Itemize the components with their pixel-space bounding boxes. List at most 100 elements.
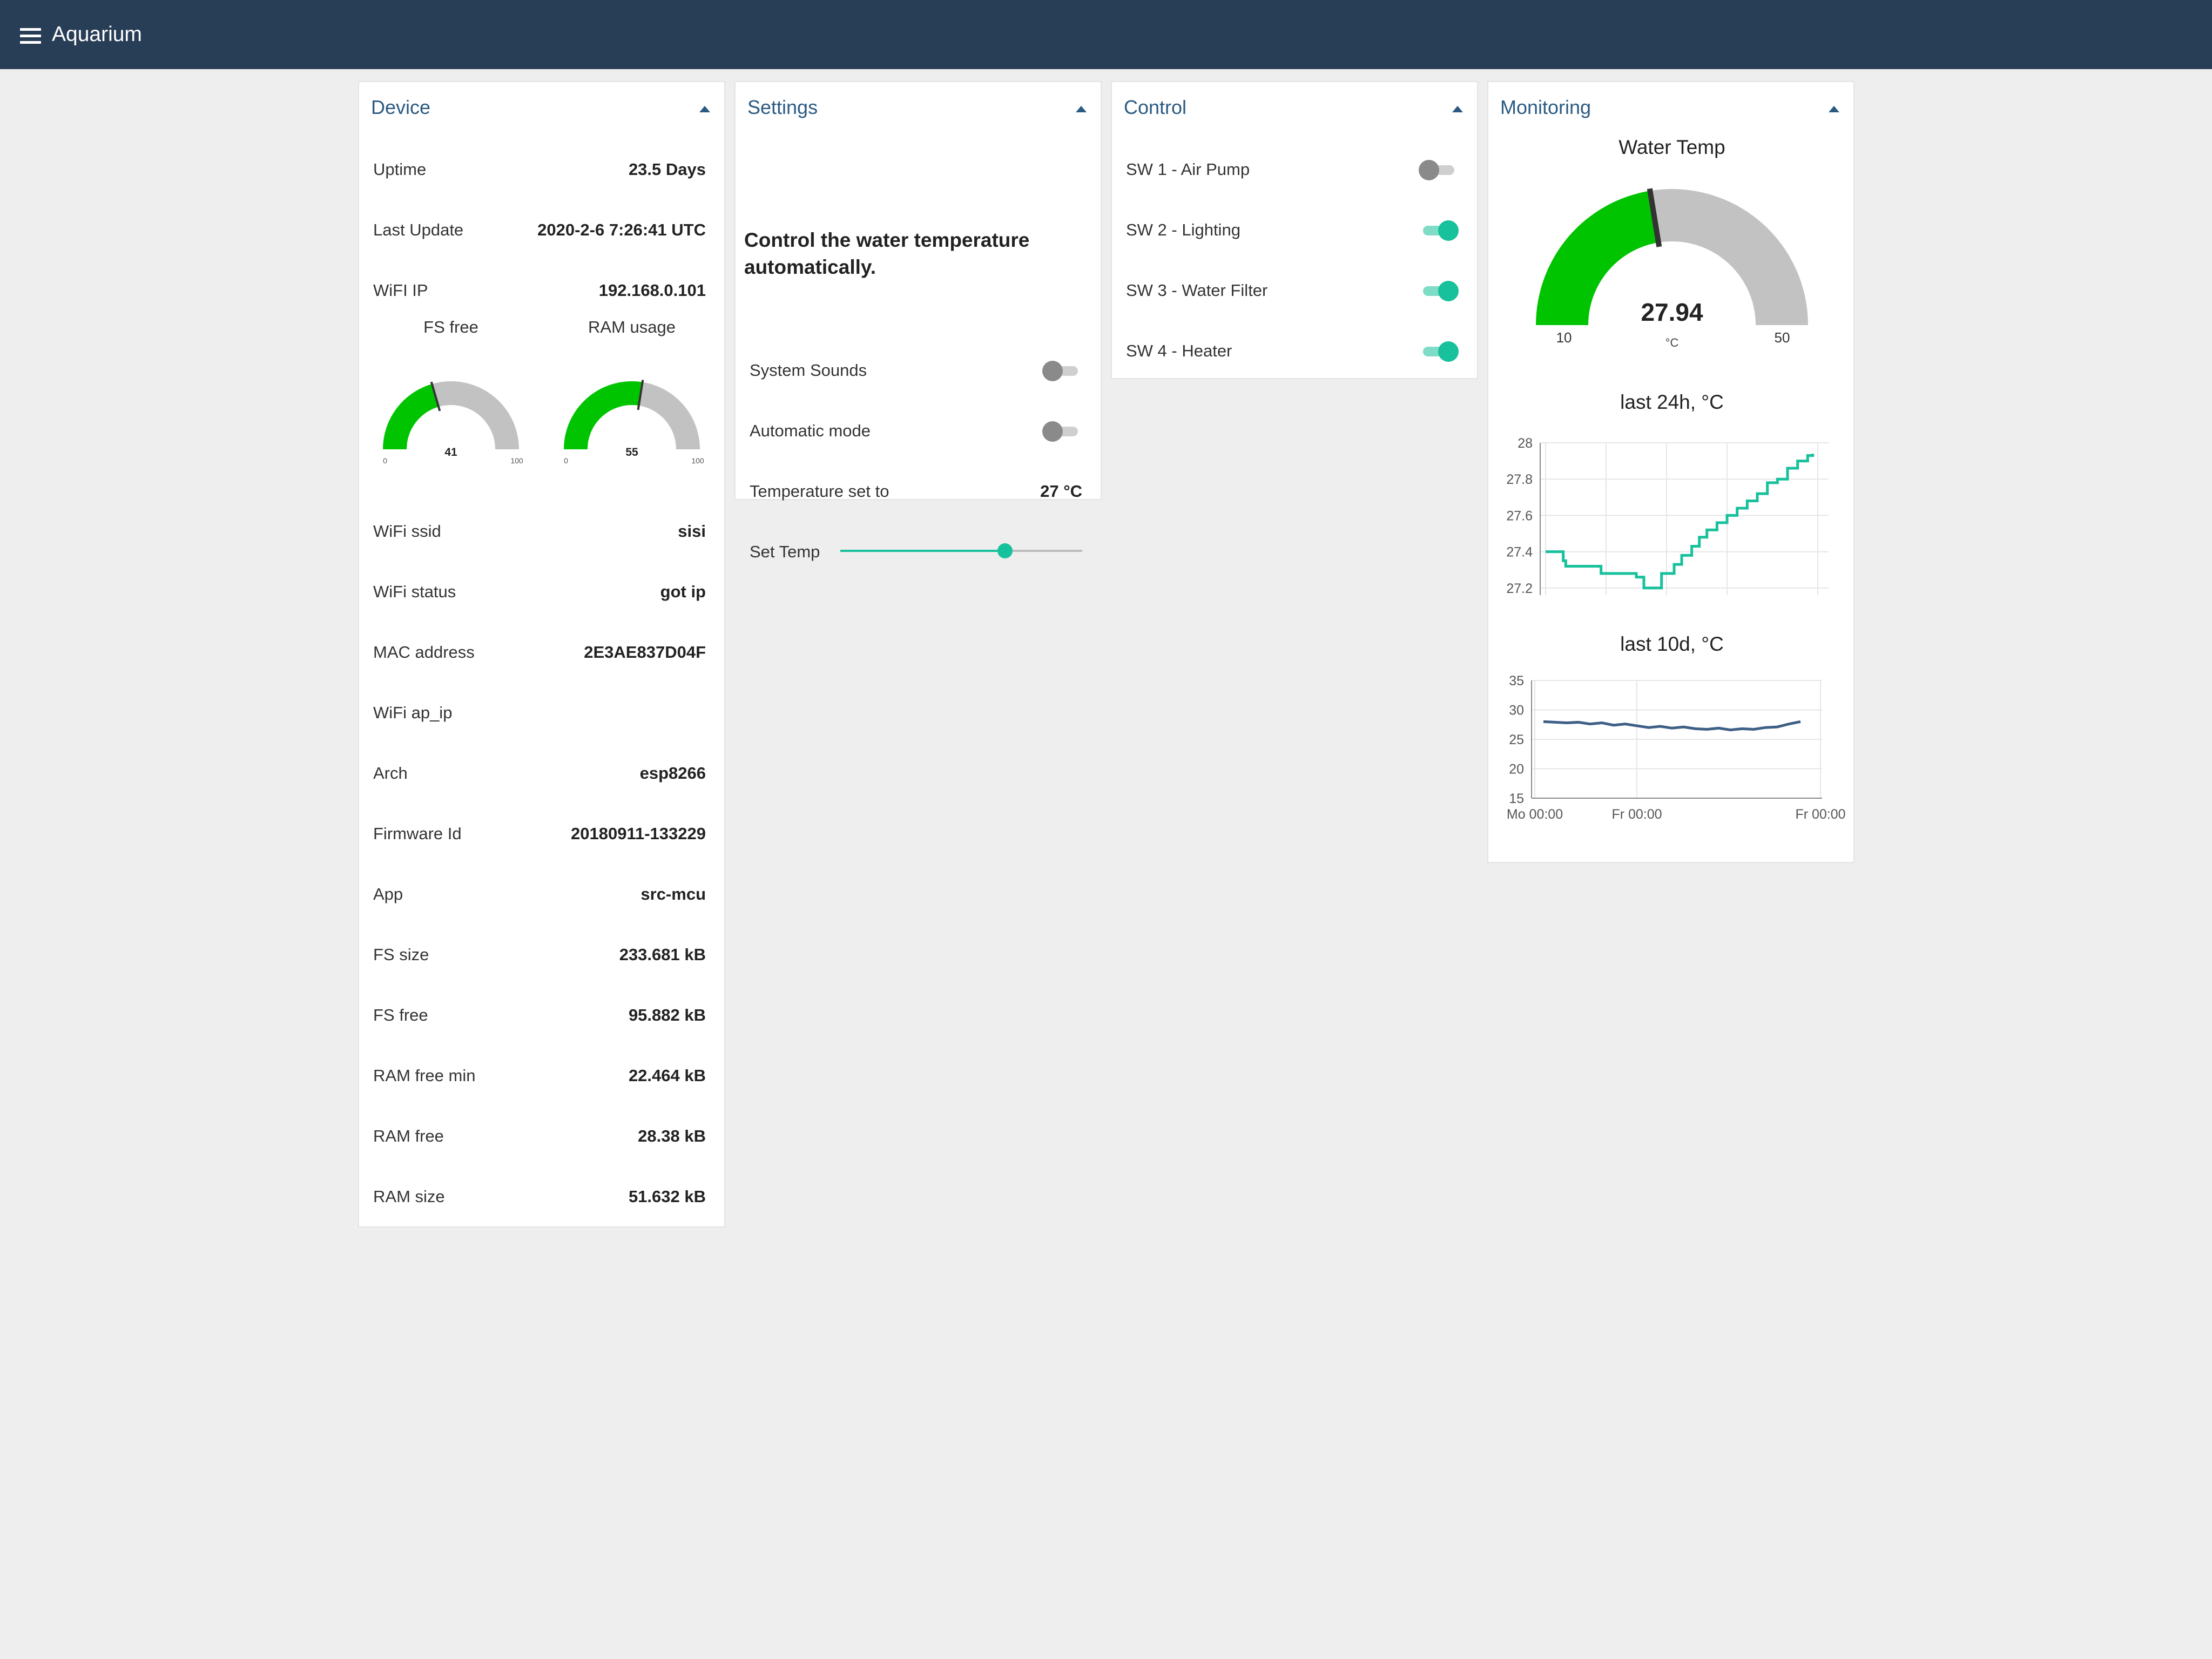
gauge-ram-usage: 55 0 100 xyxy=(564,380,704,465)
series-line-0 xyxy=(1543,720,1801,732)
gauge-arc-background xyxy=(431,381,519,449)
switch-row-4: SW 4 - Heater xyxy=(1126,334,1459,366)
slider-track-filled xyxy=(840,550,1005,552)
water-temp-max: 50 xyxy=(1775,329,1790,346)
info-label: FS size xyxy=(373,945,429,964)
y-tick-label: 27.4 xyxy=(1506,545,1533,560)
gauge-arc-background xyxy=(638,382,700,449)
settings-card-header[interactable]: Settings xyxy=(736,82,1101,131)
water-temp-value: 27.94 xyxy=(1641,298,1703,326)
switch-label: SW 2 - Lighting xyxy=(1126,220,1240,239)
gauge-label-ram-usage: RAM usage xyxy=(588,318,676,336)
automatic-mode-toggle[interactable] xyxy=(1042,420,1082,442)
chart-24h: 2727.227.427.627.82802:0006:0010:0014:00… xyxy=(1506,436,1829,595)
gauge-needle xyxy=(637,380,644,410)
gauge-value: 41 xyxy=(444,446,457,458)
settings-card: Settings Control the water temperature a… xyxy=(734,81,1102,561)
slider-handle[interactable] xyxy=(997,543,1013,558)
info-label: WiFi ap_ip xyxy=(373,703,453,722)
x-tick-label: Mo 00:00 xyxy=(1507,807,1563,822)
info-label: RAM free min xyxy=(373,1066,476,1085)
y-tick-label: 20 xyxy=(1509,762,1524,777)
info-value: 2E3AE837D04F xyxy=(584,643,706,662)
info-row-ram-free-min: RAM free min 22.464 kB xyxy=(373,1058,706,1091)
info-row-app: App src-mcu xyxy=(373,877,706,909)
gauge-arc-fill xyxy=(1536,191,1659,325)
gauge-min: 0 xyxy=(383,456,387,465)
collapse-icon[interactable] xyxy=(1452,106,1463,112)
switch-row-1: SW 1 - Air Pump xyxy=(1126,152,1459,185)
device-card-header[interactable]: Device xyxy=(359,82,724,131)
info-value: got ip xyxy=(660,582,706,601)
temperature-set-value: 27 °C xyxy=(1040,482,1082,501)
water-temp-title: Water Temp xyxy=(1618,136,1725,158)
info-row-ram-size: RAM size 51.632 kB xyxy=(373,1179,706,1212)
y-tick-label: 27.8 xyxy=(1506,472,1533,487)
info-value: 95.882 kB xyxy=(628,1006,706,1024)
info-value: src-mcu xyxy=(640,885,706,903)
y-tick-label: 27.2 xyxy=(1506,581,1533,595)
gauge-max: 100 xyxy=(510,456,523,465)
info-label: WiFi status xyxy=(373,582,456,601)
info-row-fs-free: FS free 95.882 kB xyxy=(373,998,706,1030)
info-value: esp8266 xyxy=(639,764,706,783)
info-row-fs-size: FS size 233.681 kB xyxy=(373,938,706,970)
system-sounds-toggle[interactable] xyxy=(1042,360,1082,381)
series-line-0 xyxy=(1546,454,1815,590)
system-sounds-row: System Sounds xyxy=(750,353,1082,386)
collapse-icon[interactable] xyxy=(1829,106,1839,112)
chart-10d-title: last 10d, °C xyxy=(1620,633,1724,655)
gauge-label-fs-free: FS free xyxy=(423,318,478,336)
info-row-wifi-ssid: WiFi ssid sisi xyxy=(373,514,706,547)
chart-10d: 15 20 25 30 35 Mo 00:00 Fr 00:00 Fr 00:00 xyxy=(1507,673,1846,822)
info-value: 20180911-133229 xyxy=(571,824,706,843)
set-temp-row: Set Temp xyxy=(750,535,1082,567)
system-sounds-label: System Sounds xyxy=(750,361,867,380)
info-label: WiFI IP xyxy=(373,281,428,300)
water-temp-min: 10 xyxy=(1556,329,1572,346)
y-tick-label: 27.6 xyxy=(1506,508,1533,523)
hamburger-menu-icon[interactable] xyxy=(20,28,41,44)
gauge-arc-fill xyxy=(383,384,439,449)
info-value: 28.38 kB xyxy=(638,1127,706,1145)
monitoring-card-header[interactable]: Monitoring xyxy=(1488,82,1853,131)
monitoring-card: Monitoring Water Temp 27.94 °C 10 50 last 2… xyxy=(1487,81,1854,863)
info-label: App xyxy=(373,885,403,903)
switch-toggle-4[interactable] xyxy=(1419,340,1459,362)
info-label: Last Update xyxy=(373,220,464,239)
control-card-header[interactable]: Control xyxy=(1112,82,1477,131)
collapse-icon[interactable] xyxy=(1076,106,1087,112)
info-label: MAC address xyxy=(373,643,475,662)
info-label: RAM free xyxy=(373,1127,444,1145)
switch-row-3: SW 3 - Water Filter xyxy=(1126,273,1459,306)
app-header: Aquarium xyxy=(0,0,2212,69)
set-temp-slider[interactable] xyxy=(840,535,1082,567)
y-tick-label: 30 xyxy=(1509,703,1524,718)
info-value: sisi xyxy=(678,522,706,541)
gauge-arc-background xyxy=(1650,189,1808,325)
gauge-needle xyxy=(1647,188,1662,247)
info-row-firmware-id: Firmware Id 20180911-133229 xyxy=(373,817,706,849)
switch-toggle-2[interactable] xyxy=(1419,219,1459,241)
info-row-mac-address: MAC address 2E3AE837D04F xyxy=(373,635,706,667)
info-row-last-update: Last Update 2020-2-6 7:26:41 UTC xyxy=(373,213,706,245)
gauge-arc-fill xyxy=(564,381,643,449)
gauge-max: 100 xyxy=(691,456,704,465)
water-temp-unit: °C xyxy=(1665,336,1679,349)
x-tick-label: Fr 00:00 xyxy=(1611,807,1662,822)
switch-label: SW 1 - Air Pump xyxy=(1126,160,1250,179)
switch-toggle-1[interactable] xyxy=(1419,159,1459,180)
settings-card-title: Settings xyxy=(747,96,818,118)
info-value: 51.632 kB xyxy=(628,1187,706,1206)
switch-label: SW 4 - Heater xyxy=(1126,341,1232,360)
gauge-value: 55 xyxy=(625,446,638,458)
x-tick-label: Fr 00:00 xyxy=(1795,807,1845,822)
collapse-icon[interactable] xyxy=(699,106,710,112)
info-label: Uptime xyxy=(373,160,427,179)
info-label: FS free xyxy=(373,1006,428,1024)
switch-label: SW 3 - Water Filter xyxy=(1126,281,1268,300)
temperature-set-label: Temperature set to xyxy=(750,482,889,501)
info-value: 2020-2-6 7:26:41 UTC xyxy=(537,220,706,239)
y-tick-label: 35 xyxy=(1509,673,1524,689)
switch-toggle-3[interactable] xyxy=(1419,280,1459,301)
